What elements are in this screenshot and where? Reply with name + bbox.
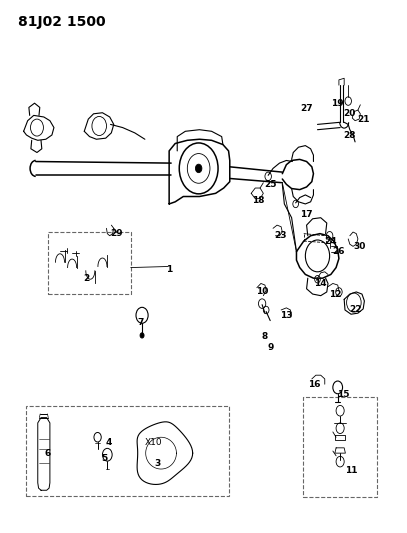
Text: 11: 11: [345, 466, 357, 475]
Text: 12: 12: [328, 289, 341, 298]
Text: 7: 7: [138, 318, 144, 327]
Text: 15: 15: [337, 390, 349, 399]
Bar: [26, 407, 229, 496]
Text: 28: 28: [344, 131, 356, 140]
Text: 10: 10: [256, 287, 268, 296]
Text: 81J02 1500: 81J02 1500: [18, 14, 105, 29]
Circle shape: [140, 333, 144, 338]
Text: 25: 25: [264, 180, 276, 189]
Text: 6: 6: [45, 449, 51, 458]
Text: 8: 8: [261, 332, 267, 341]
Text: 3: 3: [154, 459, 160, 469]
Text: 19: 19: [330, 99, 343, 108]
Text: 17: 17: [300, 210, 313, 219]
Text: 27: 27: [300, 104, 313, 113]
Text: X10: X10: [145, 438, 162, 447]
Bar: [302, 398, 377, 497]
Text: 26: 26: [333, 247, 345, 256]
Text: 4: 4: [105, 438, 112, 447]
Text: 2: 2: [83, 273, 90, 282]
Text: 22: 22: [349, 305, 361, 314]
Text: 1: 1: [166, 265, 172, 273]
Text: 24: 24: [324, 237, 337, 246]
Text: 14: 14: [315, 279, 327, 288]
Text: 29: 29: [110, 229, 123, 238]
Text: 21: 21: [357, 115, 370, 124]
Text: 13: 13: [280, 311, 293, 320]
Text: 30: 30: [353, 242, 365, 251]
Text: 20: 20: [343, 109, 355, 118]
Text: 9: 9: [267, 343, 274, 352]
Text: 16: 16: [309, 379, 321, 389]
Circle shape: [195, 164, 202, 173]
Bar: [48, 231, 131, 294]
Text: 18: 18: [252, 196, 264, 205]
Text: 23: 23: [274, 231, 287, 240]
Text: 5: 5: [101, 454, 107, 463]
